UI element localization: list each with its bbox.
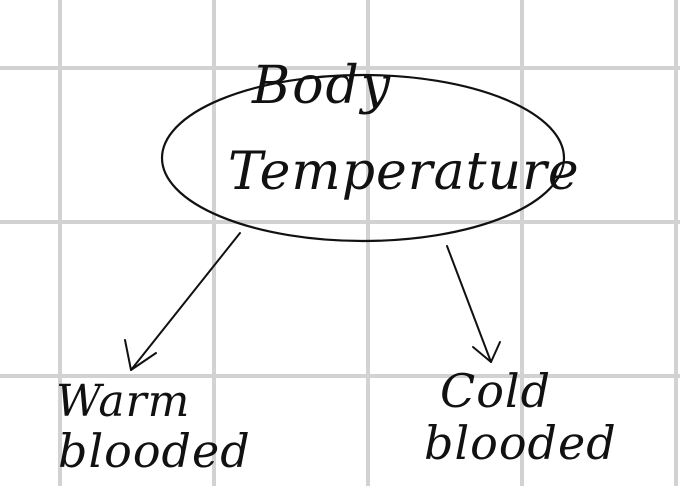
root-node-ellipse xyxy=(160,73,566,243)
arrow-to-cold-blooded xyxy=(446,245,501,363)
arrow-to-warm-blooded xyxy=(124,232,241,371)
arrow-head-right xyxy=(472,341,501,363)
warm-blooded-label-line1: Warm xyxy=(56,376,191,427)
arrow-shaft-left xyxy=(130,232,241,371)
cold-blooded-label-line2: blooded xyxy=(424,416,617,470)
warm-blooded-label-line2: blooded xyxy=(58,424,251,478)
arrow-shaft-right xyxy=(446,245,492,363)
root-label-line1: Body xyxy=(252,56,393,116)
root-label-line2: Temperature xyxy=(228,142,580,202)
arrow-head-left xyxy=(124,339,157,371)
cold-blooded-label-line1: Cold xyxy=(440,364,552,418)
